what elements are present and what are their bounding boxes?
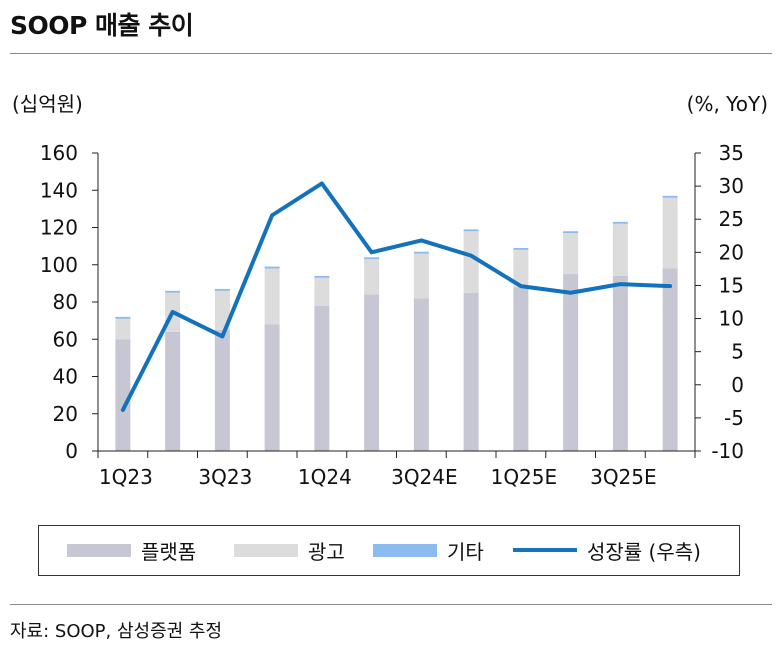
right-tick-label: 25 [719, 207, 744, 231]
x-tick-label: 3Q24E [391, 465, 458, 489]
left-tick-label: 0 [65, 439, 78, 463]
chart-title: SOOP 매출 추이 [10, 11, 194, 40]
bar-ads-3Q25E [612, 223, 628, 276]
left-tick-label: 20 [53, 402, 78, 426]
legend-label-ads: 광고 [308, 539, 345, 564]
bar-ads-4Q25E [662, 197, 678, 269]
bar-ads-1Q23 [115, 318, 131, 340]
legend-swatch-other [373, 543, 437, 557]
bar-ads-2Q24 [364, 259, 380, 295]
right-tick-label: 0 [731, 373, 744, 397]
bar-other-4Q23 [264, 266, 280, 269]
bar-ads-3Q24E [413, 253, 429, 299]
bar-platform-2Q25E [563, 274, 579, 451]
left-tick-label: 40 [53, 365, 78, 389]
legend-label-platform: 플랫폼 [141, 539, 197, 564]
bar-platform-3Q24E [413, 298, 429, 451]
bar-other-3Q24E [413, 251, 429, 254]
bar-other-3Q25E [612, 221, 628, 224]
left-tick-label: 100 [40, 253, 78, 277]
chart-canvas: (십억원) (%, YoY) 020406080100120140160-10-… [12, 92, 768, 489]
left-tick-label: 80 [53, 290, 78, 314]
bar-other-2Q24 [364, 257, 380, 260]
x-tick-label: 3Q23 [198, 465, 252, 489]
legend-swatch-ads [234, 543, 298, 557]
bar-other-4Q25E [662, 195, 678, 198]
top-divider [10, 53, 772, 54]
legend-swatch-platform [67, 543, 131, 557]
bar-platform-4Q23 [264, 324, 280, 451]
growth-line-group [120, 181, 673, 412]
legend-item-platform: 플랫폼 [67, 538, 197, 564]
source-note: 자료: SOOP, 삼성증권 추정 [10, 621, 223, 642]
legend-line-growth [513, 548, 577, 552]
bar-other-1Q24 [314, 275, 330, 278]
left-axis-label: (십억원) [12, 92, 83, 116]
x-tick-label: 1Q24 [298, 465, 352, 489]
bar-other-4Q24E [463, 229, 479, 232]
bar-other-2Q25E [563, 231, 579, 234]
bar-platform-4Q24E [463, 292, 479, 451]
right-tick-label: -5 [724, 406, 744, 430]
bar-platform-2Q24 [364, 294, 380, 451]
right-tick-label: 35 [719, 141, 744, 165]
left-tick-label: 120 [40, 216, 78, 240]
bar-ads-4Q23 [264, 268, 280, 325]
bar-series-group [115, 195, 678, 451]
left-tick-label: 60 [53, 327, 78, 351]
bar-ads-3Q23 [214, 290, 230, 330]
right-tick-label: 20 [719, 240, 744, 264]
bar-other-1Q23 [115, 316, 131, 319]
bar-ads-1Q25E [513, 249, 529, 288]
bar-ads-2Q25E [563, 233, 579, 275]
bar-platform-3Q25E [612, 275, 628, 451]
bar-other-1Q25E [513, 247, 529, 250]
right-axis-label: (%, YoY) [687, 92, 768, 116]
bar-platform-4Q25E [662, 268, 678, 451]
x-tick-label: 1Q25E [491, 465, 558, 489]
legend-item-growth: 성장률 (우측) [513, 538, 701, 564]
legend-item-other: 기타 [373, 538, 484, 564]
axes-group: 0 20 40 60 80 100 120 140 160 -10 -5 0 5 10 15 20 25 30 35… [40, 141, 744, 489]
bar-platform-2Q23 [165, 331, 181, 451]
legend: 플랫폼 광고 기타 성장률 (우측) [38, 525, 740, 576]
bar-ads-4Q24E [463, 231, 479, 293]
x-tick-label: 1Q23 [99, 465, 153, 489]
right-tick-label: 15 [719, 273, 744, 297]
right-tick-label: 5 [731, 340, 744, 364]
bar-platform-1Q24 [314, 305, 330, 451]
left-tick-label: 160 [40, 141, 78, 165]
growth-line [120, 181, 673, 412]
right-tick-label: -10 [711, 439, 744, 463]
bar-ads-1Q24 [314, 277, 330, 306]
right-tick-label: 30 [719, 174, 744, 198]
left-tick-label: 140 [40, 178, 78, 202]
legend-label-growth: 성장률 (우측) [587, 539, 701, 564]
bar-platform-3Q23 [214, 329, 230, 451]
bar-platform-1Q25E [513, 287, 529, 451]
bottom-divider [10, 604, 772, 605]
bar-other-3Q23 [214, 288, 230, 291]
bar-other-2Q23 [165, 290, 181, 293]
right-tick-label: 10 [719, 307, 744, 331]
legend-label-other: 기타 [447, 539, 484, 564]
bar-platform-1Q23 [115, 339, 131, 451]
x-tick-label: 3Q25E [590, 465, 657, 489]
legend-item-ads: 광고 [234, 538, 345, 564]
